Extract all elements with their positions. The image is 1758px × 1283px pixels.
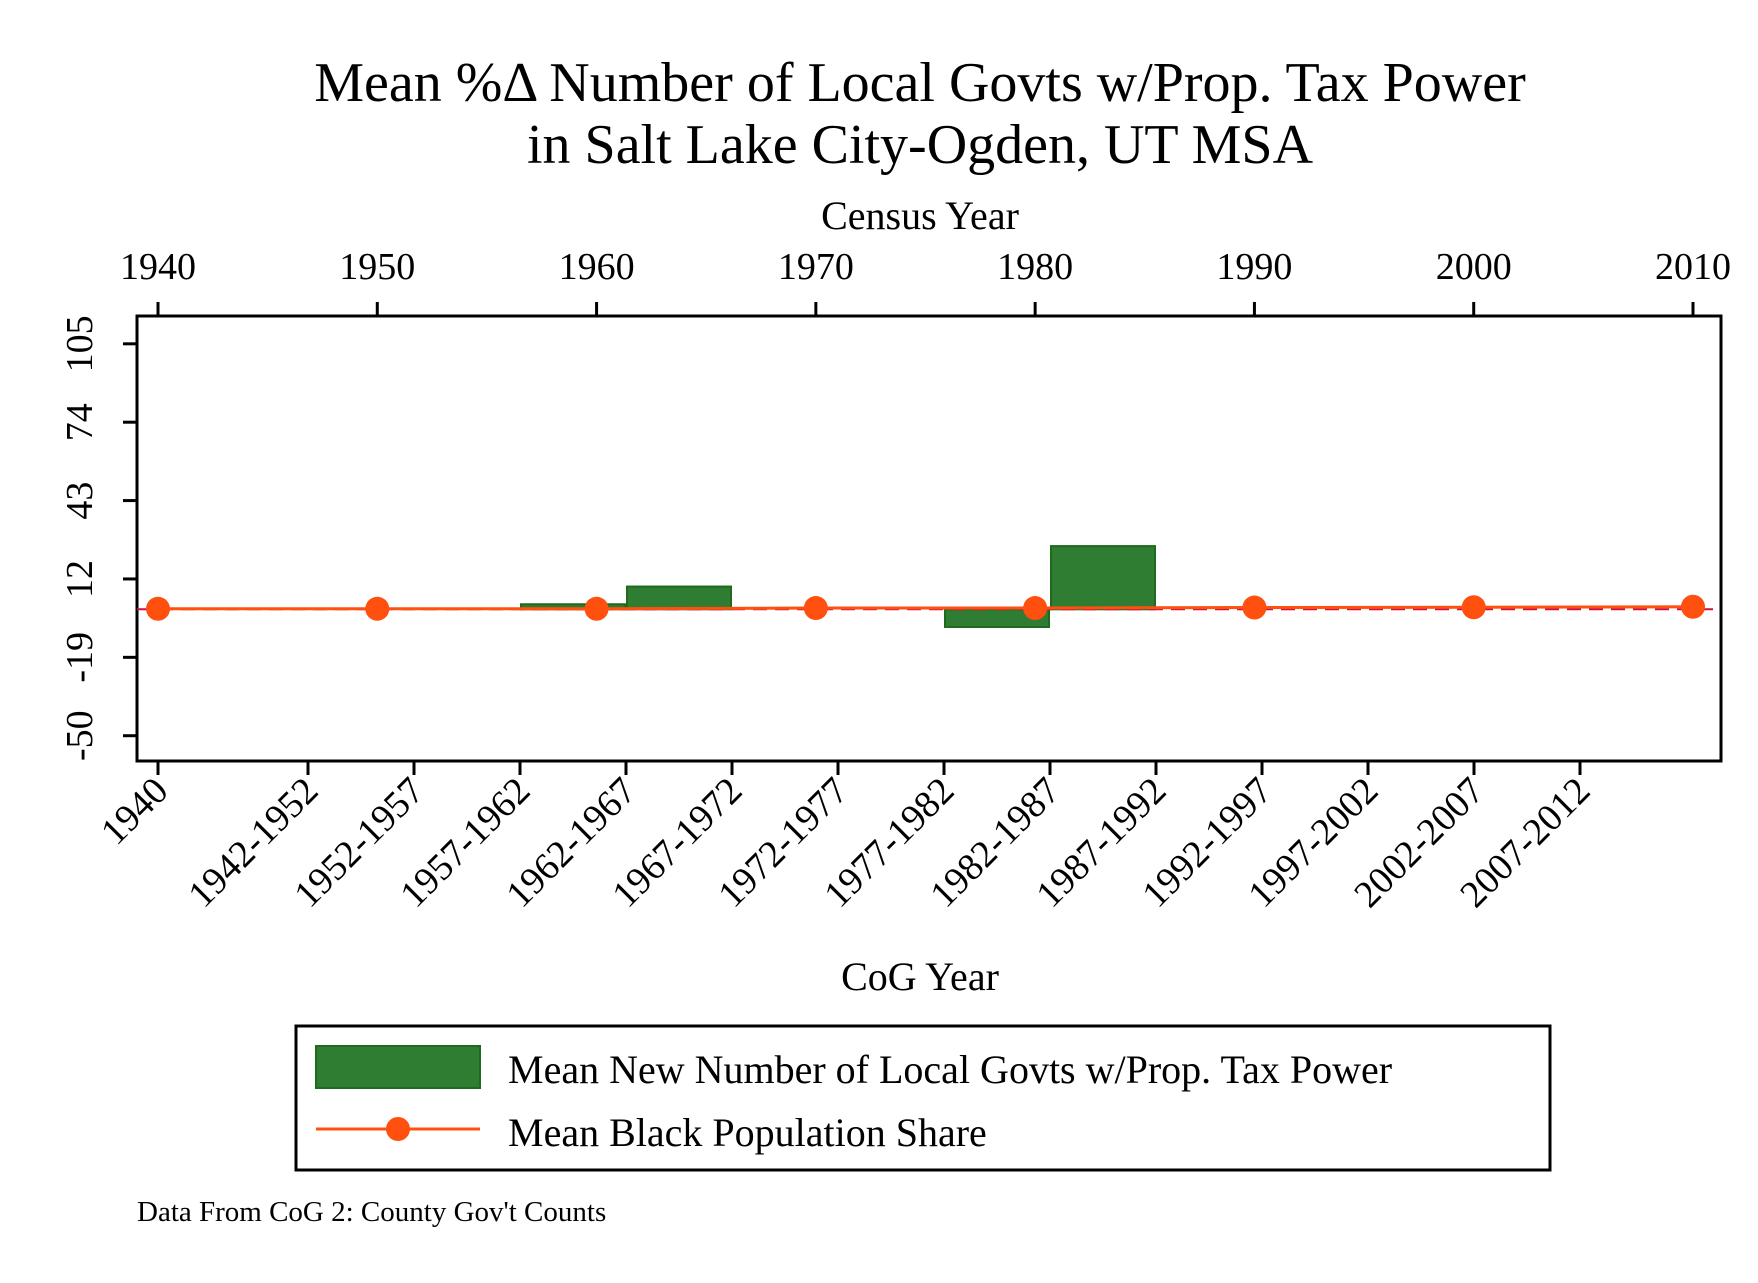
plot-area: -50 -19 12 43 74 105 1940 1950 1960 1970 1980 1990 2… [59,246,1731,916]
legend-bar-swatch [315,1045,481,1089]
black-share-point-1990 [1242,595,1267,620]
top-axis-title: Census Year [821,193,1019,238]
legend-line-label: Mean Black Population Share [508,1110,987,1155]
top-tick-label: 2000 [1436,246,1512,288]
y-tick-label: -50 [59,710,101,761]
legend-bar-label: Mean New Number of Local Govts w/Prop. T… [508,1047,1392,1092]
bottom-axis-title: CoG Year [841,954,999,999]
black-share-point-1980 [1023,596,1048,621]
bar-1967-1972 [626,585,732,611]
y-tick-label: 74 [59,403,101,441]
plot-frame [135,314,1723,763]
source-note: Data From CoG 2: County Gov't Counts [137,1196,606,1228]
black-share-line [158,605,1694,611]
bottom-tick-label: 1940 [93,770,176,853]
y-tick-label: 12 [59,560,101,598]
y-tick-label: 105 [59,315,101,372]
legend-box [294,1024,1552,1172]
legend-line-marker [386,1117,410,1141]
top-tick-label: 1970 [778,246,854,288]
top-tick-label: 1940 [120,246,196,288]
black-share-point-1940 [146,596,170,621]
top-tick-label: 1960 [559,246,635,288]
top-tick-label: 1990 [1216,246,1292,288]
y-tick-label: -19 [59,632,101,683]
black-share-point-2000 [1461,595,1486,620]
chart-title-line-2: in Salt Lake City-Ogden, UT MSA [527,114,1314,176]
black-share-point-1950 [365,596,390,621]
legend: Mean New Number of Local Govts w/Prop. T… [294,1024,1552,1172]
black-share-point-1970 [803,596,828,621]
top-tick-label: 2010 [1655,246,1731,288]
y-tick-label: 43 [59,482,101,520]
bar-1987-1992 [1050,545,1156,611]
black-share-point-1960 [584,596,609,621]
top-tick-label: 1950 [339,246,415,288]
top-tick-label: 1980 [997,246,1073,288]
black-share-point-2010 [1681,594,1705,619]
chart-title-line-1: Mean %Δ Number of Local Govts w/Prop. Ta… [314,52,1526,114]
